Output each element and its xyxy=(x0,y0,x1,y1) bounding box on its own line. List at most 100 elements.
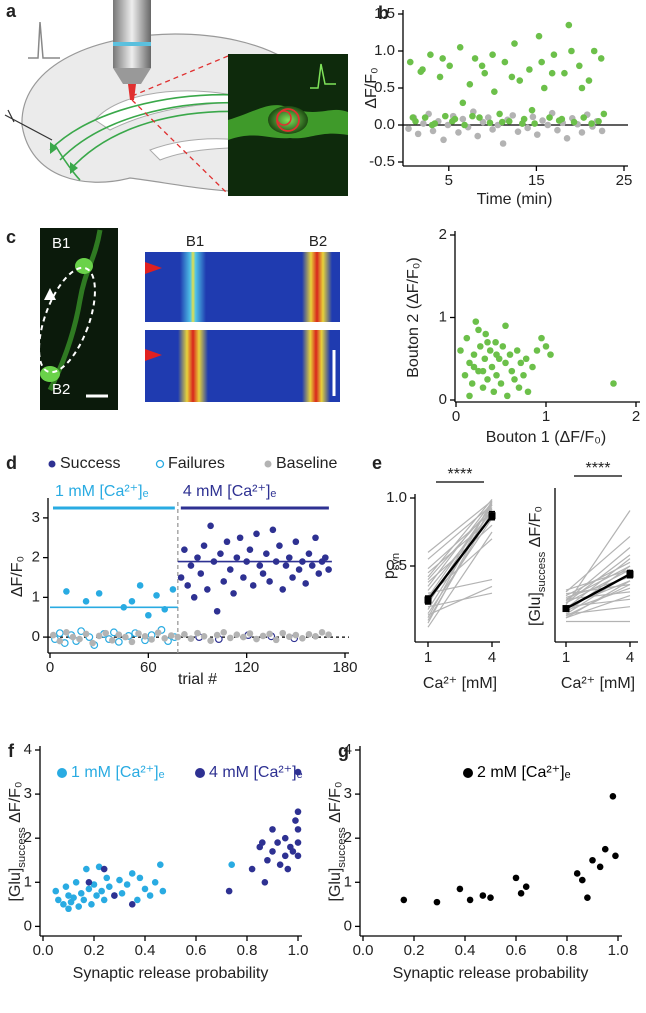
legend-label: Baseline xyxy=(276,455,337,472)
paired-line xyxy=(427,511,493,591)
point xyxy=(95,590,103,597)
x-axis-label: Ca²⁺ [mM] xyxy=(423,675,497,692)
text-part: [Glu] xyxy=(7,868,24,902)
point xyxy=(609,793,617,800)
point xyxy=(233,631,241,639)
point xyxy=(524,124,531,132)
point xyxy=(501,58,509,66)
point xyxy=(240,574,247,581)
point xyxy=(487,894,494,902)
point xyxy=(427,51,434,58)
point xyxy=(477,343,484,350)
point xyxy=(141,632,149,640)
panel-label: e xyxy=(372,453,382,473)
significance: **** xyxy=(586,460,611,477)
point xyxy=(400,896,408,904)
point xyxy=(496,110,503,118)
point xyxy=(52,887,60,895)
point xyxy=(414,130,422,138)
significance: **** xyxy=(448,466,473,483)
paired-line xyxy=(565,598,631,608)
point xyxy=(169,586,177,593)
point xyxy=(459,115,467,123)
point xyxy=(253,635,260,643)
point xyxy=(285,554,293,561)
point xyxy=(69,633,77,641)
point xyxy=(508,73,516,81)
y-tick-label: 0 xyxy=(24,917,32,934)
point xyxy=(111,892,118,899)
point xyxy=(289,574,296,581)
point xyxy=(184,582,191,589)
legend-label: 2 mM [Ca²⁺]ₑ xyxy=(477,764,571,781)
point xyxy=(248,865,256,873)
cell-label: B2 xyxy=(52,381,70,398)
point xyxy=(292,817,299,824)
axon xyxy=(47,229,103,392)
x-tick-label: 4 xyxy=(488,649,496,666)
x-tick-label: 1.0 xyxy=(288,942,309,959)
point xyxy=(578,84,586,92)
objective-band xyxy=(113,42,151,46)
point xyxy=(187,635,195,642)
point xyxy=(181,546,188,553)
images-c: c B1 B2 B1 B2 xyxy=(6,227,340,410)
point xyxy=(509,112,517,119)
roi xyxy=(276,110,292,126)
point xyxy=(240,633,247,641)
bouton xyxy=(268,106,308,134)
point xyxy=(590,47,598,55)
point xyxy=(55,896,62,904)
point xyxy=(546,114,553,121)
point xyxy=(598,127,606,135)
point xyxy=(578,129,586,136)
point xyxy=(548,69,556,77)
y-axis-label: [Glu]success ΔF/F₀ xyxy=(527,506,548,626)
point xyxy=(318,629,326,636)
point xyxy=(233,554,241,561)
point xyxy=(207,522,214,530)
point xyxy=(468,380,476,387)
paired-line xyxy=(427,592,493,608)
point xyxy=(157,861,164,868)
point xyxy=(502,322,509,330)
point xyxy=(504,392,511,400)
panel-label: b xyxy=(378,3,389,23)
point xyxy=(563,135,571,142)
point xyxy=(294,839,302,846)
panel-label: c xyxy=(6,227,16,247)
point xyxy=(225,887,233,895)
point xyxy=(259,839,266,846)
point xyxy=(441,112,449,120)
paired-line xyxy=(427,504,493,560)
x-tick-label: 4 xyxy=(626,649,634,666)
point xyxy=(103,874,111,882)
point xyxy=(146,892,154,899)
point xyxy=(128,870,136,877)
point xyxy=(264,856,271,864)
point xyxy=(122,633,129,641)
point xyxy=(123,881,131,888)
point xyxy=(470,363,478,371)
point xyxy=(589,856,596,864)
point xyxy=(62,883,70,890)
y-axis-label: psyn xyxy=(381,553,402,579)
point xyxy=(194,629,201,637)
point xyxy=(213,631,221,639)
point xyxy=(100,896,108,904)
point xyxy=(573,870,581,877)
point xyxy=(433,898,441,906)
y-tick-label: 2 xyxy=(439,226,447,243)
legend-marker xyxy=(463,768,473,778)
point xyxy=(63,629,70,636)
x-tick-label: 25 xyxy=(616,172,633,189)
point xyxy=(106,883,113,890)
x-tick-label: 0 xyxy=(46,659,54,676)
point xyxy=(276,542,283,550)
objective xyxy=(113,0,151,68)
point xyxy=(75,903,82,910)
x-tick-label: 0.8 xyxy=(237,942,258,959)
x-axis-label: Bouton 1 (ΔF/F₀) xyxy=(486,429,606,446)
point xyxy=(449,118,456,125)
paired-line xyxy=(565,583,631,595)
